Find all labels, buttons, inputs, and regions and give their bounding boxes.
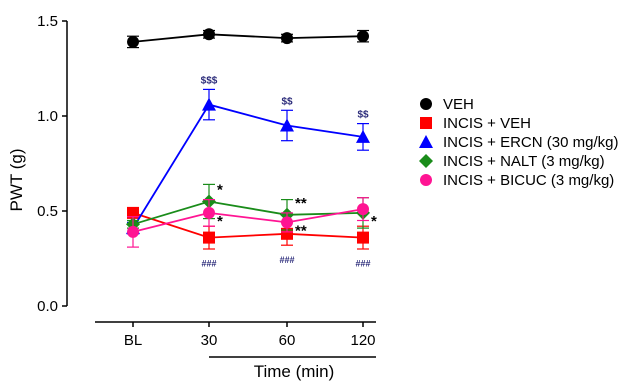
- x-axis-title: Time (min): [254, 362, 335, 381]
- significance-label: $$: [281, 96, 293, 107]
- data-point: [202, 97, 216, 111]
- data-point: [127, 35, 139, 48]
- series-line: [132, 208, 364, 233]
- series-0: [127, 28, 369, 49]
- y-tick-label: 0.5: [37, 203, 58, 220]
- x-tick-label: 30: [201, 332, 218, 349]
- x-axis: BL 30 60 120: [95, 321, 376, 358]
- significance-label: ###: [201, 259, 216, 269]
- significance-label: $$: [357, 110, 369, 121]
- data-point: [203, 231, 215, 244]
- series-line: [132, 33, 364, 43]
- significance-label: **: [295, 195, 307, 212]
- series-line: [132, 212, 364, 239]
- legend-label: INCIS + ERCN (30 mg/kg): [443, 134, 618, 151]
- data-point: [357, 30, 369, 43]
- legend-marker: [419, 135, 433, 148]
- data-point: [357, 231, 369, 244]
- data-point: [357, 203, 369, 216]
- legend-marker: [420, 117, 432, 129]
- data-point: [203, 206, 215, 219]
- significance-label: ###: [279, 255, 294, 265]
- data-point: [356, 129, 370, 143]
- data-point: [281, 227, 293, 240]
- significance-label: $$$: [201, 75, 218, 86]
- y-tick-label: 1.0: [37, 108, 58, 125]
- significance-label: *: [217, 213, 223, 230]
- data-point: [280, 118, 294, 132]
- series-line: [132, 103, 364, 229]
- y-tick-label: 1.5: [37, 13, 58, 30]
- x-tick-label: BL: [124, 332, 142, 349]
- significance-label: *: [217, 182, 223, 199]
- legend-marker: [419, 154, 433, 168]
- data-point: [203, 28, 215, 41]
- data-point: [281, 216, 293, 229]
- series-1: ### ### ###: [127, 206, 371, 269]
- significance-label: **: [295, 222, 307, 239]
- legend-label: INCIS + NALT (3 mg/kg): [443, 153, 605, 170]
- series-2: $$$$$$$: [126, 75, 370, 235]
- y-axis-title: PWT (g): [7, 149, 26, 212]
- y-tick-label: 0.0: [37, 298, 58, 315]
- legend-label: INCIS + VEH: [443, 115, 531, 132]
- y-axis: 0.0 0.5 1.0 1.5: [37, 13, 68, 315]
- significance-label: ###: [355, 259, 370, 269]
- legend: VEH INCIS + VEH INCIS + ERCN (30 mg/kg) INC…: [419, 96, 618, 189]
- legend-label: VEH: [443, 96, 474, 113]
- x-tick-label: 60: [279, 332, 296, 349]
- significance-label: *: [371, 213, 377, 230]
- data-point: [127, 225, 139, 238]
- plot-area: ### ### ###$$$$$$$*******: [126, 28, 377, 269]
- legend-label: INCIS + BICUC (3 mg/kg): [443, 172, 614, 189]
- data-point: [127, 206, 139, 219]
- data-point: [281, 32, 293, 45]
- legend-marker: [420, 98, 432, 110]
- legend-marker: [420, 174, 432, 186]
- series-line: [132, 200, 364, 226]
- series-4: ***: [127, 197, 369, 248]
- x-tick-label: 120: [350, 332, 375, 349]
